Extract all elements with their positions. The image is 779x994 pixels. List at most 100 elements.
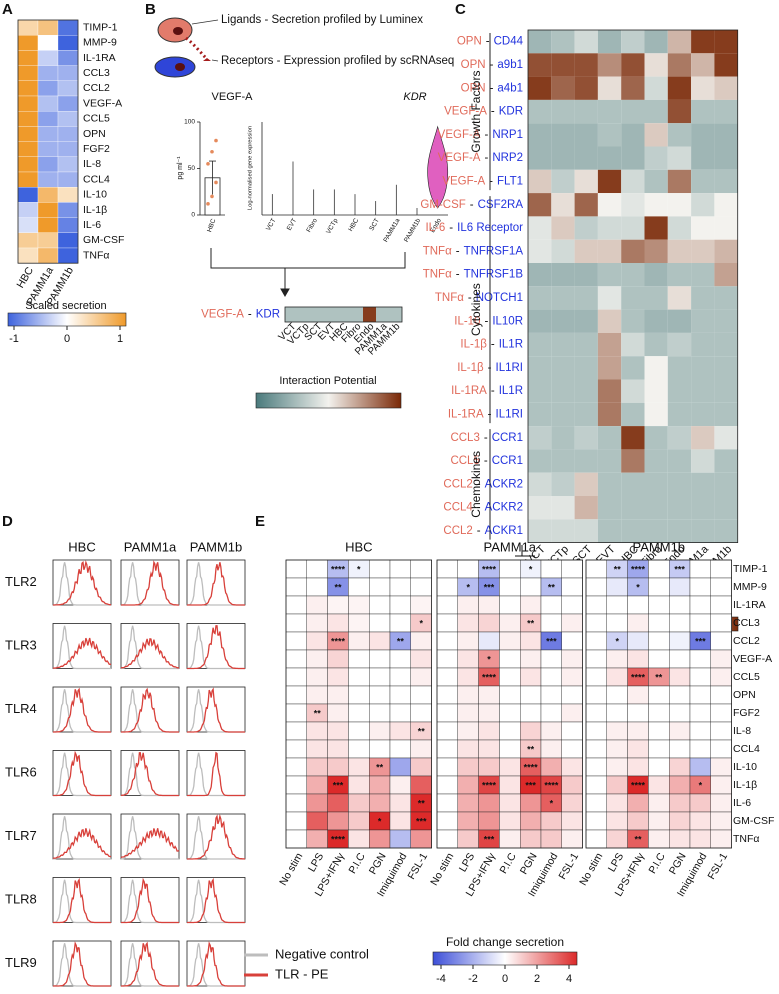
heat-cell [457,757,479,777]
heat-cell [585,775,607,795]
heat-cell [648,721,670,741]
column-label: No stim [428,851,456,888]
heat-cell [597,449,622,473]
heat-cell [689,595,711,615]
heat-cell [520,667,542,687]
significance: **** [482,672,497,682]
column-label: FSL-1 [706,851,731,882]
heat-cell [644,449,668,473]
heat-cell [17,35,39,51]
x-tick-label: PAMM1b [403,217,422,244]
ligand: IL-6 [425,222,445,234]
heat-cell [644,239,668,263]
tlr-curve [120,638,179,669]
heat-cell [606,685,628,705]
row-label: IL-1RA [83,52,116,64]
strip-border [284,306,403,323]
receptor: IL1RI [496,408,524,420]
heat-cell [597,239,622,263]
heat-cell [710,739,732,759]
heat-cell [478,721,500,741]
significance: * [699,780,703,790]
heat-cell [667,472,692,496]
histogram-frame [52,813,112,860]
heat-cell [499,829,521,849]
tlr-curve [53,687,111,733]
legend-gradient [255,392,402,409]
heat-cell [714,332,738,357]
heat-cell [520,631,542,651]
heat-cell [561,721,583,741]
heat-cell [644,286,668,310]
heat-cell [597,53,622,77]
heat-cell [436,577,458,597]
heat-cell [520,703,542,723]
heat-cell [597,123,622,147]
heat-cell [574,426,598,450]
heat-cell [17,50,39,66]
heat-cell [436,685,458,705]
column-header: HBC [68,539,95,554]
legend-tick-label: 2 [534,973,540,985]
receptor: KDR [256,309,280,321]
heat-cell [551,239,575,263]
heat-cell [436,649,458,669]
x-tick-label: Fibro [305,217,319,234]
pair-label: VEGF-A - KDR [444,106,523,118]
separator: - [477,478,481,490]
ligand: VEGF-A [438,152,481,164]
heat-cell [621,519,645,543]
legend-gradient [432,951,578,966]
heat-cell [710,577,732,597]
heat-cell [710,811,732,831]
heat-cell [710,595,732,615]
heat-cell [369,793,391,813]
heat-cell [669,613,691,633]
heat-cell [540,559,562,579]
heat-cell [457,667,479,687]
receptor: CD44 [494,36,524,48]
heat-cell [585,685,607,705]
heat-cell [348,577,370,597]
heat-cell [57,95,79,112]
row-label: IL-8 [733,725,751,737]
heat-cell [710,649,732,669]
heat-cell [551,472,575,496]
heat-cell [574,216,598,240]
heat-cell [57,80,79,97]
heat-cell [17,156,39,173]
heat-cell [691,472,715,496]
heat-cell [457,649,479,669]
heat-cell [436,559,458,579]
row-label: CCL3 [733,617,760,629]
heat-cell [57,156,79,173]
heat-cell [597,169,622,194]
heat-cell [714,53,738,77]
heat-cell [644,332,668,357]
legend-label: Negative control [275,946,369,961]
tlr-curve [120,752,179,797]
row-label: IL-10 [83,189,107,201]
heat-cell [348,757,370,777]
heat-cell [369,595,391,615]
legend-tick-label: -1 [9,333,19,345]
heat-cell [17,111,39,127]
significance: **** [482,780,497,790]
heat-cell [621,76,645,100]
significance: ** [418,726,426,736]
data-point [206,202,210,206]
heat-cell [627,685,649,705]
heat-cell [528,402,552,427]
heat-cell [17,141,39,157]
heat-cell [551,379,575,403]
heat-cell [540,829,562,849]
receptor: CCR1 [492,432,523,444]
y-axis-label: pg ml⁻¹ [177,156,184,180]
heat-cell [520,829,542,849]
separator: - [470,199,474,211]
arrow-head [280,288,290,298]
row-label: CCL5 [83,113,110,125]
heat-cell [478,631,500,651]
connector-line [210,248,406,269]
